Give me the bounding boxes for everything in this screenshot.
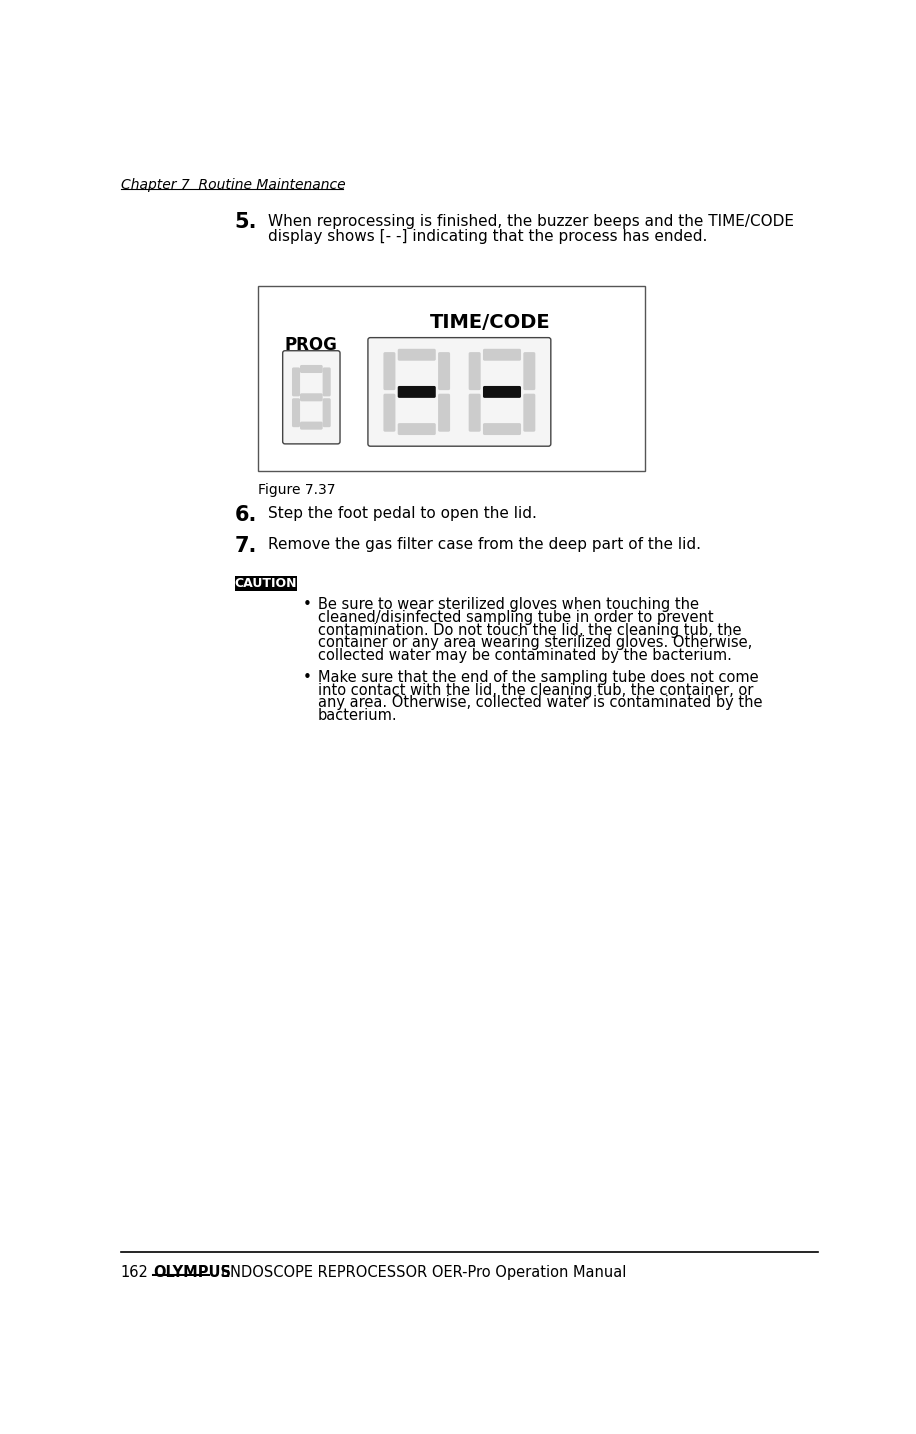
Text: bacterium.: bacterium. — [318, 708, 398, 723]
Text: 7.: 7. — [234, 535, 257, 555]
Text: contamination. Do not touch the lid, the cleaning tub, the: contamination. Do not touch the lid, the… — [318, 622, 741, 638]
Text: collected water may be contaminated by the bacterium.: collected water may be contaminated by t… — [318, 648, 731, 663]
FancyBboxPatch shape — [483, 386, 521, 397]
Text: Remove the gas filter case from the deep part of the lid.: Remove the gas filter case from the deep… — [268, 538, 701, 552]
Text: When reprocessing is finished, the buzzer beeps and the TIME/CODE: When reprocessing is finished, the buzze… — [268, 214, 794, 228]
Text: container or any area wearing sterilized gloves. Otherwise,: container or any area wearing sterilized… — [318, 635, 752, 650]
FancyBboxPatch shape — [398, 423, 436, 435]
FancyBboxPatch shape — [292, 399, 300, 427]
FancyBboxPatch shape — [292, 367, 300, 396]
Text: cleaned/disinfected sampling tube in order to prevent: cleaned/disinfected sampling tube in ord… — [318, 609, 714, 625]
Text: Be sure to wear sterilized gloves when touching the: Be sure to wear sterilized gloves when t… — [318, 597, 699, 612]
FancyBboxPatch shape — [469, 353, 481, 390]
FancyBboxPatch shape — [523, 394, 535, 432]
Text: •: • — [302, 670, 311, 685]
FancyBboxPatch shape — [398, 386, 436, 397]
FancyBboxPatch shape — [322, 367, 331, 396]
Bar — [258, 285, 646, 470]
Text: •: • — [302, 597, 311, 612]
FancyBboxPatch shape — [523, 353, 535, 390]
FancyBboxPatch shape — [368, 337, 551, 446]
Text: CAUTION: CAUTION — [234, 576, 297, 589]
FancyBboxPatch shape — [322, 399, 331, 427]
FancyBboxPatch shape — [300, 393, 322, 402]
Text: TIME/CODE: TIME/CODE — [431, 313, 551, 333]
FancyBboxPatch shape — [438, 353, 450, 390]
FancyBboxPatch shape — [300, 422, 322, 430]
FancyBboxPatch shape — [483, 423, 521, 435]
FancyBboxPatch shape — [384, 353, 396, 390]
Text: Chapter 7  Routine Maintenance: Chapter 7 Routine Maintenance — [121, 178, 345, 192]
FancyBboxPatch shape — [300, 366, 322, 373]
Text: into contact with the lid, the cleaning tub, the container, or: into contact with the lid, the cleaning … — [318, 683, 753, 697]
Text: 5.: 5. — [234, 212, 257, 232]
Text: Step the foot pedal to open the lid.: Step the foot pedal to open the lid. — [268, 506, 537, 522]
Text: 162: 162 — [121, 1265, 148, 1281]
FancyBboxPatch shape — [398, 348, 436, 361]
Text: OLYMPUS: OLYMPUS — [153, 1265, 231, 1281]
Text: any area. Otherwise, collected water is contaminated by the: any area. Otherwise, collected water is … — [318, 695, 762, 710]
Text: 6.: 6. — [234, 505, 257, 525]
FancyBboxPatch shape — [483, 348, 521, 361]
Text: ENDOSCOPE REPROCESSOR OER-Pro Operation Manual: ENDOSCOPE REPROCESSOR OER-Pro Operation … — [222, 1265, 627, 1281]
Bar — [234, 575, 297, 591]
FancyBboxPatch shape — [438, 394, 450, 432]
FancyBboxPatch shape — [469, 394, 481, 432]
Text: PROG: PROG — [285, 336, 338, 354]
Text: Figure 7.37: Figure 7.37 — [258, 483, 335, 498]
Text: Make sure that the end of the sampling tube does not come: Make sure that the end of the sampling t… — [318, 670, 758, 685]
FancyBboxPatch shape — [283, 351, 340, 445]
FancyBboxPatch shape — [384, 394, 396, 432]
Text: display shows [- -] indicating that the process has ended.: display shows [- -] indicating that the … — [268, 229, 707, 244]
